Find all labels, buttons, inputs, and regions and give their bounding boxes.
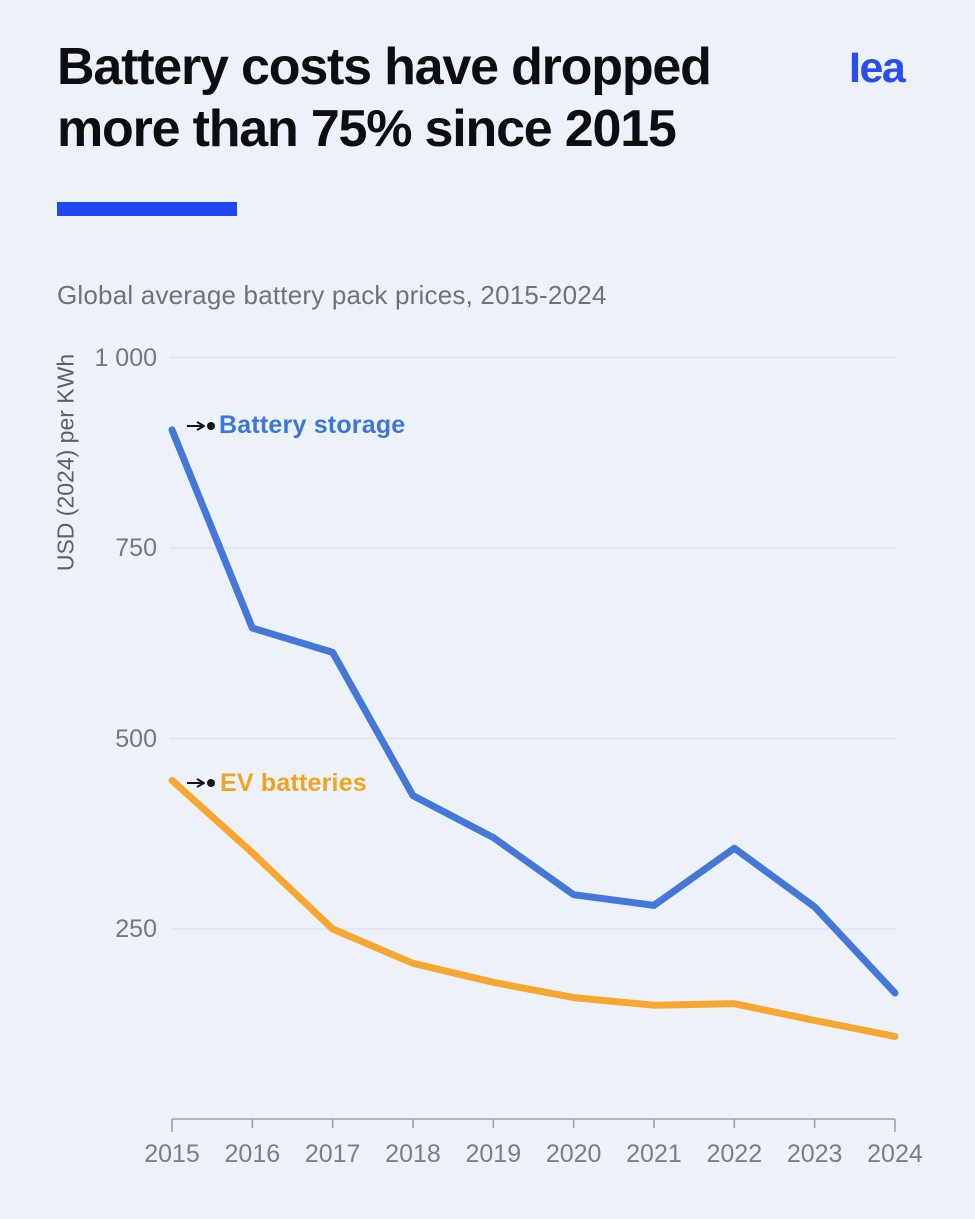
y-tick-label: 250 bbox=[115, 915, 157, 943]
x-tick-label: 2023 bbox=[786, 1140, 843, 1168]
x-tick-label: 2019 bbox=[465, 1140, 522, 1168]
y-tick-label: 750 bbox=[115, 534, 157, 562]
page-title: Battery costs have dropped more than 75%… bbox=[57, 36, 857, 160]
title-accent-bar bbox=[57, 202, 237, 216]
leader-arrowhead-icon bbox=[196, 778, 205, 788]
leader-arrowhead-icon bbox=[196, 421, 205, 431]
annotation-leader-lines bbox=[187, 421, 215, 788]
x-tick-label: 2024 bbox=[867, 1140, 923, 1168]
series-lines bbox=[168, 426, 899, 1040]
y-tick-label: 500 bbox=[115, 724, 157, 753]
x-tick-label: 2016 bbox=[224, 1140, 281, 1168]
series-label-battery-storage: Battery storage bbox=[219, 411, 406, 439]
y-tick-label: 1 000 bbox=[94, 343, 157, 372]
series-label-ev-batteries: EV batteries bbox=[220, 769, 367, 797]
x-tick-label: 2020 bbox=[545, 1140, 602, 1168]
series-line-ev-batteries bbox=[168, 776, 899, 1040]
chart-subtitle: Global average battery pack prices, 2015… bbox=[57, 280, 607, 310]
x-axis bbox=[171, 1118, 896, 1132]
x-tick-label: 2021 bbox=[626, 1140, 682, 1168]
gridlines bbox=[170, 356, 897, 930]
leader-dot-icon bbox=[207, 779, 215, 787]
title-line-2: more than 75% since 2015 bbox=[57, 100, 677, 158]
x-tick-label: 2017 bbox=[304, 1140, 361, 1168]
series-line-battery-storage bbox=[168, 426, 899, 997]
leader-dot-icon bbox=[207, 422, 215, 430]
iea-logo: Iea bbox=[849, 44, 906, 92]
title-line-1: Battery costs have dropped bbox=[57, 38, 712, 96]
x-tick-label: 2018 bbox=[385, 1140, 441, 1168]
x-tick-label: 2015 bbox=[144, 1140, 200, 1168]
x-tick-label: 2022 bbox=[706, 1140, 763, 1168]
